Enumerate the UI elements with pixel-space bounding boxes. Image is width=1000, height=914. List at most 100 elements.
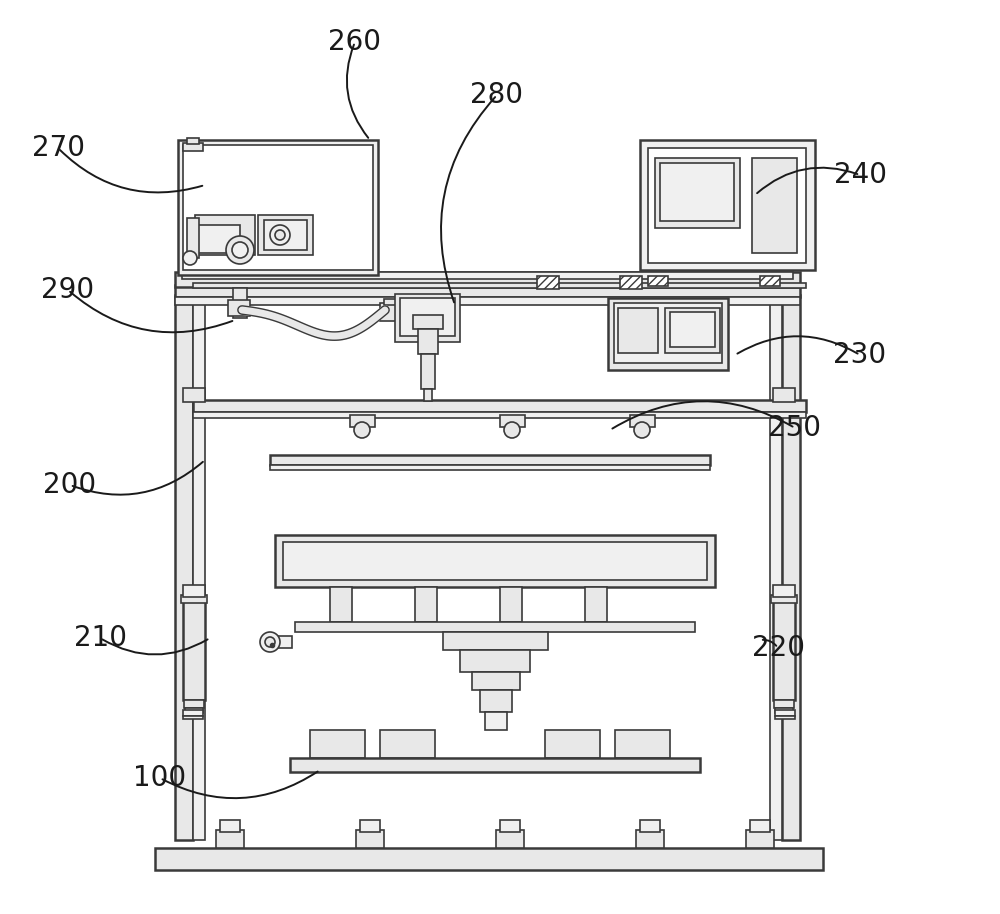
Bar xyxy=(460,650,530,672)
Bar xyxy=(537,276,559,289)
Bar xyxy=(380,730,435,758)
Circle shape xyxy=(232,242,248,258)
Circle shape xyxy=(275,230,285,240)
Bar xyxy=(181,595,207,603)
Bar xyxy=(264,220,307,250)
Bar xyxy=(360,820,380,832)
Text: 260: 260 xyxy=(328,28,382,56)
Bar xyxy=(648,276,668,286)
Bar xyxy=(258,215,313,255)
Bar xyxy=(670,312,715,347)
Bar xyxy=(782,295,800,840)
Bar xyxy=(770,295,782,840)
Bar xyxy=(183,585,205,597)
Text: 220: 220 xyxy=(752,634,804,662)
Bar xyxy=(775,708,793,713)
Bar xyxy=(773,600,795,700)
Bar xyxy=(615,730,670,758)
Bar xyxy=(193,283,806,288)
Circle shape xyxy=(183,251,197,265)
Bar xyxy=(746,830,774,848)
Bar xyxy=(183,388,205,402)
Bar xyxy=(185,708,203,713)
Bar xyxy=(193,295,205,840)
Circle shape xyxy=(265,637,275,647)
Bar xyxy=(775,716,795,719)
Bar xyxy=(640,140,815,270)
Bar xyxy=(773,388,795,402)
Bar xyxy=(585,587,607,622)
Bar xyxy=(415,587,437,622)
Bar xyxy=(270,465,710,470)
Bar xyxy=(175,285,800,297)
Text: 200: 200 xyxy=(43,471,97,499)
Bar xyxy=(655,158,740,228)
Bar xyxy=(380,303,400,321)
Bar xyxy=(182,272,793,279)
Bar xyxy=(295,622,695,632)
Bar xyxy=(220,820,240,832)
Bar xyxy=(183,710,203,716)
Bar xyxy=(660,163,734,221)
Bar xyxy=(275,535,715,587)
Bar xyxy=(500,587,522,622)
Bar xyxy=(228,300,250,316)
Text: 100: 100 xyxy=(133,764,187,792)
Bar xyxy=(774,700,794,708)
Bar xyxy=(278,636,292,648)
Bar xyxy=(400,298,455,336)
Bar xyxy=(773,585,795,597)
Bar xyxy=(195,225,240,253)
Bar xyxy=(443,632,548,650)
Circle shape xyxy=(270,225,290,245)
Text: 270: 270 xyxy=(32,134,84,162)
Bar xyxy=(665,308,720,353)
Bar xyxy=(330,587,352,622)
Text: 280: 280 xyxy=(471,81,524,109)
Bar xyxy=(630,415,655,427)
Bar xyxy=(775,710,795,716)
Bar xyxy=(648,148,806,263)
Bar xyxy=(500,820,520,832)
Bar xyxy=(395,294,460,342)
Circle shape xyxy=(504,422,520,438)
Text: 240: 240 xyxy=(834,161,887,189)
Bar xyxy=(184,700,204,708)
Bar xyxy=(310,730,365,758)
Bar xyxy=(480,690,512,712)
Bar xyxy=(424,389,432,401)
Text: 250: 250 xyxy=(768,414,822,442)
Bar xyxy=(178,140,378,275)
Bar xyxy=(356,830,384,848)
Bar xyxy=(283,542,707,580)
Bar xyxy=(771,595,797,603)
Bar xyxy=(620,276,642,289)
Bar xyxy=(290,758,700,772)
Bar xyxy=(193,412,806,418)
Circle shape xyxy=(260,632,280,652)
Bar xyxy=(187,218,199,258)
Bar xyxy=(195,215,255,255)
Bar xyxy=(485,712,507,730)
Bar xyxy=(636,830,664,848)
Bar xyxy=(750,820,770,832)
Bar xyxy=(421,354,435,389)
Bar xyxy=(183,145,373,270)
Text: 290: 290 xyxy=(41,276,95,304)
Bar xyxy=(350,415,375,427)
Bar xyxy=(472,672,520,690)
Bar xyxy=(233,288,247,318)
Bar xyxy=(545,730,600,758)
Bar xyxy=(496,830,524,848)
Bar xyxy=(640,820,660,832)
Bar xyxy=(752,158,797,253)
Bar xyxy=(760,276,780,286)
Bar xyxy=(270,455,710,465)
Circle shape xyxy=(226,236,254,264)
Bar xyxy=(193,400,806,412)
Bar xyxy=(183,600,205,700)
Text: 230: 230 xyxy=(833,341,887,369)
Bar xyxy=(418,329,438,354)
Bar xyxy=(413,315,443,329)
Bar xyxy=(155,848,823,870)
